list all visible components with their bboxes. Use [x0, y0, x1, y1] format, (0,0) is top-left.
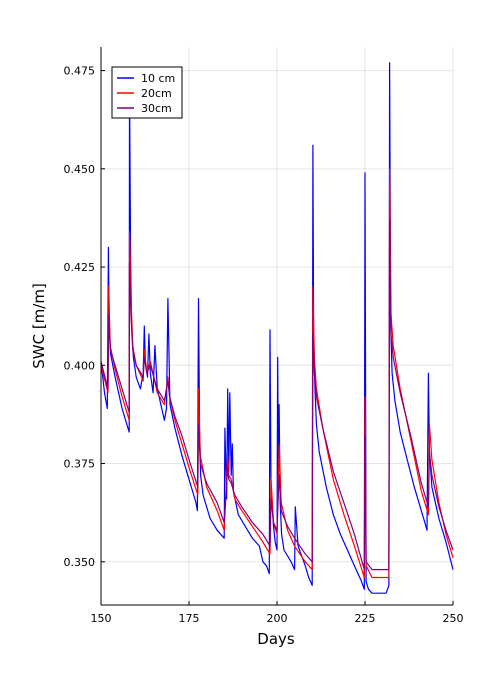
y-axis-title: SWC [m/m] — [30, 283, 48, 369]
y-tick-label: 0.425 — [64, 261, 96, 274]
legend: 10 cm 20cm 30cm — [111, 66, 183, 119]
y-tick-label: 0.350 — [64, 556, 96, 569]
series-layer — [100, 62, 454, 594]
series-line-3 — [100, 219, 454, 571]
ticks-layer: 150 175 200 225 250 0.350 0.375 0.400 0.425 0.450… — [64, 65, 464, 625]
legend-label-1: 10 cm — [141, 72, 175, 85]
x-tick-label: 175 — [179, 612, 200, 625]
y-tick-label: 0.450 — [64, 163, 96, 176]
x-tick-label: 250 — [443, 612, 464, 625]
x-axis-title: Days — [257, 630, 295, 648]
y-tick-label: 0.475 — [64, 65, 96, 78]
legend-label-3: 30cm — [141, 102, 172, 115]
x-tick-label: 150 — [91, 612, 112, 625]
legend-label-2: 20cm — [141, 87, 172, 100]
x-tick-label: 225 — [355, 612, 376, 625]
x-tick-label: 200 — [267, 612, 288, 625]
y-tick-label: 0.400 — [64, 359, 96, 372]
y-tick-label: 0.375 — [64, 458, 96, 471]
